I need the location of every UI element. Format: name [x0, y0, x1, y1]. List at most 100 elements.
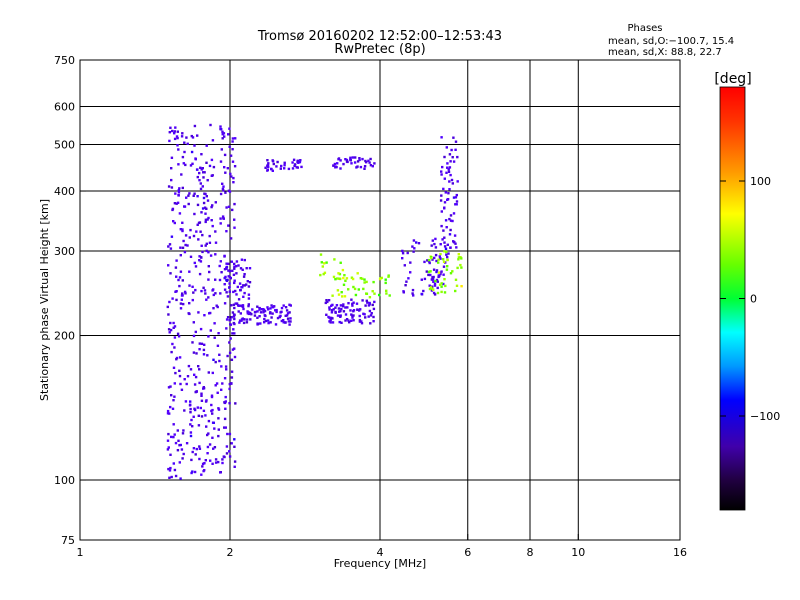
data-point: [224, 400, 227, 403]
data-point: [203, 206, 207, 209]
data-point: [428, 260, 431, 263]
data-point: [228, 382, 231, 386]
data-point: [401, 257, 404, 260]
data-point: [185, 136, 188, 139]
data-point: [344, 306, 347, 309]
colorbar-tick-label: 100: [750, 175, 771, 188]
data-point: [292, 158, 296, 161]
data-point: [353, 161, 357, 164]
data-point: [209, 254, 213, 257]
data-point: [233, 218, 236, 221]
data-point: [291, 161, 294, 164]
data-point: [339, 261, 342, 264]
data-point: [228, 276, 232, 279]
data-point: [249, 311, 252, 315]
data-point: [271, 312, 274, 315]
data-point: [210, 403, 213, 407]
data-point: [221, 182, 224, 185]
data-point: [182, 429, 185, 432]
data-point: [275, 165, 278, 168]
data-point: [366, 301, 369, 304]
data-point: [385, 289, 388, 292]
data-point: [198, 259, 201, 262]
data-point: [338, 320, 341, 324]
data-point: [190, 458, 193, 462]
data-point: [337, 158, 340, 161]
data-point: [325, 261, 328, 264]
data-point: [227, 205, 231, 208]
data-point: [230, 358, 234, 361]
data-point: [192, 321, 195, 324]
data-point: [368, 309, 372, 313]
data-point: [455, 246, 458, 249]
data-point: [219, 260, 222, 263]
data-point: [177, 163, 180, 166]
data-point: [331, 294, 334, 297]
data-point: [178, 444, 181, 447]
data-point: [199, 327, 203, 331]
data-point: [361, 299, 364, 302]
data-point: [447, 168, 450, 171]
data-point: [319, 273, 322, 277]
data-point: [448, 188, 451, 191]
data-point: [193, 261, 196, 265]
data-point: [201, 185, 204, 188]
data-point: [352, 285, 355, 289]
data-point: [350, 298, 353, 301]
data-point: [169, 405, 172, 409]
data-point: [449, 173, 452, 177]
data-point: [215, 304, 218, 307]
data-point: [181, 457, 184, 460]
data-point: [195, 352, 198, 355]
data-point: [437, 258, 440, 261]
data-point: [239, 267, 243, 270]
data-point: [204, 218, 208, 221]
data-point: [203, 192, 206, 195]
data-point: [245, 283, 248, 286]
data-point: [205, 399, 208, 402]
data-point: [238, 319, 242, 322]
x-tick-label: 10: [571, 546, 585, 559]
data-point: [437, 261, 440, 264]
data-point: [219, 160, 223, 163]
data-point: [176, 130, 179, 133]
data-point: [227, 224, 230, 227]
data-point: [325, 299, 328, 302]
data-point: [231, 311, 235, 314]
data-point: [208, 270, 211, 274]
data-point: [225, 230, 228, 233]
data-point: [440, 194, 443, 197]
data-point: [337, 307, 341, 310]
data-point: [401, 249, 404, 253]
data-point: [325, 313, 328, 316]
data-point: [344, 158, 347, 161]
data-point: [360, 320, 363, 323]
data-point: [198, 221, 202, 224]
data-point: [455, 200, 459, 203]
data-point: [181, 292, 184, 295]
data-point: [435, 269, 439, 272]
data-point: [189, 403, 192, 406]
data-point: [200, 399, 204, 402]
data-point: [323, 262, 326, 265]
data-point: [216, 344, 220, 347]
data-point: [231, 332, 234, 335]
data-point: [442, 273, 445, 276]
data-point: [205, 425, 208, 428]
data-point: [296, 166, 299, 169]
data-point: [170, 156, 174, 159]
data-point: [181, 279, 184, 282]
data-point: [342, 310, 346, 313]
data-point: [198, 445, 201, 448]
data-point: [352, 310, 355, 313]
data-point: [422, 289, 425, 293]
data-point: [191, 470, 194, 473]
data-point: [263, 314, 266, 317]
data-point: [441, 258, 445, 261]
y-tick-label: 750: [54, 54, 75, 67]
data-point: [449, 160, 452, 163]
data-point: [233, 226, 236, 229]
data-point: [426, 259, 429, 262]
data-point: [344, 279, 347, 282]
data-point: [402, 291, 405, 294]
